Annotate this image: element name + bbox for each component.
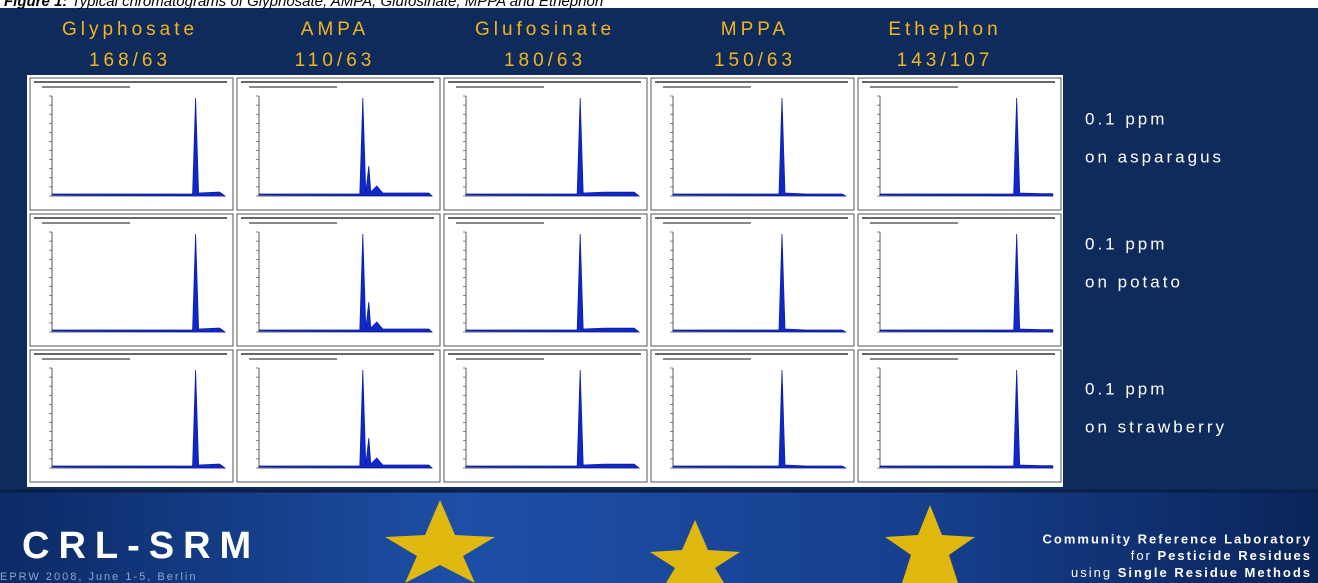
chromatogram-trace <box>51 369 227 469</box>
row-concentration: 0.1 ppm <box>1085 109 1167 128</box>
footer-emphasis: Pesticide Residues <box>1158 548 1313 563</box>
chromatogram-trace <box>258 233 434 333</box>
chromatogram <box>236 213 441 347</box>
column-name: Glyphosate <box>62 19 198 40</box>
chromatogram <box>650 349 855 483</box>
chromatogram-frame <box>443 77 648 211</box>
footer-prefix: for <box>1131 548 1152 563</box>
star <box>885 505 975 583</box>
column-name: Glufosinate <box>475 19 615 40</box>
chromatogram-frame <box>443 349 648 483</box>
chromatogram <box>857 349 1062 483</box>
footer-emphasis: Single Residue Methods <box>1118 565 1312 580</box>
chromatogram <box>857 77 1062 211</box>
star <box>385 500 495 583</box>
chromatogram-trace <box>465 369 641 469</box>
chromatogram-frame <box>236 349 441 483</box>
chromatogram-trace <box>672 97 847 197</box>
chromatogram <box>443 349 648 483</box>
column-transition: 168/63 <box>89 50 171 71</box>
chromatogram-frame <box>29 349 234 483</box>
footer-title: Community Reference Laboratory <box>1043 531 1313 546</box>
chromatogram-trace <box>258 97 434 197</box>
chromatogram-trace <box>879 97 1054 197</box>
chromatogram <box>29 213 234 347</box>
chromatogram <box>29 77 234 211</box>
column-transition: 143/107 <box>897 50 994 71</box>
footer-event: EPRW 2008, June 1-5, Berlin <box>0 571 197 583</box>
chromatogram-trace <box>672 233 847 333</box>
footer-line: using Single Residue Methods <box>1071 565 1312 580</box>
footer-stars <box>385 500 975 583</box>
chromatogram <box>236 349 441 483</box>
row-matrix: on strawberry <box>1085 417 1227 436</box>
chromatogram <box>443 77 648 211</box>
row-concentration: 0.1 ppm <box>1085 379 1167 398</box>
caption-strip <box>0 0 1318 8</box>
chromatogram-frame <box>650 77 855 211</box>
chromatogram-frame <box>857 213 1062 347</box>
column-transition: 150/63 <box>714 50 796 71</box>
chromatogram-frame <box>650 213 855 347</box>
chromatogram-trace <box>465 233 641 333</box>
chromatogram <box>650 77 855 211</box>
chromatogram-trace <box>879 369 1054 469</box>
caption-text: Typical chromatograms of Glyphosate, AMP… <box>72 0 604 10</box>
footer-prefix: using <box>1071 565 1112 580</box>
footer-logo: CRL-SRM <box>22 525 260 567</box>
chromatogram-trace <box>51 97 227 197</box>
chromatogram-frame <box>857 349 1062 483</box>
column-name: AMPA <box>301 19 369 40</box>
caption-label: Figure 1: <box>4 0 67 10</box>
star <box>650 520 740 583</box>
chromatogram-trace <box>51 233 227 333</box>
chromatogram-frame <box>236 213 441 347</box>
footer-band <box>0 492 1318 583</box>
chromatogram <box>29 349 234 483</box>
chromatogram-frame <box>29 213 234 347</box>
chromatogram-trace <box>672 369 847 469</box>
row-matrix: on potato <box>1085 272 1183 291</box>
chromatogram <box>650 213 855 347</box>
chromatogram-frame <box>29 77 234 211</box>
chromatogram-frame <box>236 77 441 211</box>
caption: Figure 1: Typical chromatograms of Glyph… <box>4 0 603 10</box>
chromatogram-trace <box>465 97 641 197</box>
column-transition: 110/63 <box>295 50 376 71</box>
chromatogram-frame <box>857 77 1062 211</box>
column-name: MPPA <box>721 19 789 40</box>
footer-line: for Pesticide Residues <box>1131 548 1312 563</box>
chromatogram <box>236 77 441 211</box>
row-concentration: 0.1 ppm <box>1085 234 1167 253</box>
chromatogram-frame <box>443 213 648 347</box>
column-transition: 180/63 <box>504 50 586 71</box>
row-matrix: on asparagus <box>1085 147 1224 166</box>
chromatogram <box>443 213 648 347</box>
chromatogram <box>857 213 1062 347</box>
chromatogram-trace <box>879 233 1054 333</box>
chromatogram-frame <box>650 349 855 483</box>
chromatogram-trace <box>258 369 434 469</box>
column-name: Ethephon <box>888 19 1001 40</box>
